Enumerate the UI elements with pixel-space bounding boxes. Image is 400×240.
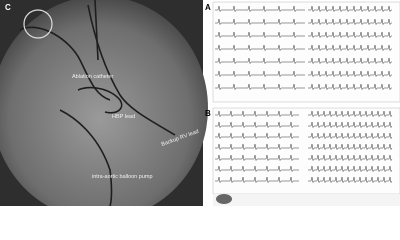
ecg-trace bbox=[308, 70, 392, 78]
ring bbox=[23, 9, 53, 39]
figure: C Ablation catheter HBP lead Backup RV l… bbox=[0, 0, 400, 206]
ecg-trace bbox=[215, 110, 299, 118]
panel-label: C bbox=[5, 3, 11, 12]
ecg-trace bbox=[308, 57, 392, 65]
ecg-trace bbox=[215, 83, 305, 91]
ecg-trace bbox=[308, 165, 393, 173]
ecg-b bbox=[212, 107, 400, 195]
lead-path bbox=[59, 109, 113, 206]
traces bbox=[215, 5, 393, 184]
logo bbox=[216, 194, 232, 204]
ecg-trace bbox=[308, 44, 392, 52]
panel-label: A bbox=[205, 3, 211, 12]
ecg-trace bbox=[215, 18, 305, 26]
ecg-trace bbox=[215, 5, 305, 13]
ecg-trace bbox=[215, 154, 299, 162]
ecg-trace bbox=[308, 31, 392, 39]
ecg-a bbox=[212, 1, 400, 103]
annotation: Ablation catheter bbox=[72, 74, 113, 80]
ecg-trace bbox=[308, 154, 393, 162]
ecg-trace bbox=[215, 44, 305, 52]
lead-path bbox=[77, 86, 123, 114]
ecg-trace bbox=[308, 110, 393, 118]
ecg-trace bbox=[215, 165, 299, 173]
lead-path bbox=[87, 4, 176, 136]
ecg-trace bbox=[308, 121, 393, 129]
ecg-trace bbox=[215, 70, 305, 78]
ecg-trace bbox=[308, 176, 393, 184]
ecg-footer bbox=[213, 194, 400, 206]
page: C Ablation catheter HBP lead Backup RV l… bbox=[0, 0, 400, 206]
lead-path bbox=[94, 0, 99, 61]
ecg-trace bbox=[308, 18, 392, 26]
annotation: intra-aortic balloon pump bbox=[92, 174, 153, 180]
ecg-trace bbox=[215, 143, 299, 151]
ecg-trace bbox=[215, 31, 305, 39]
ecg-trace bbox=[215, 132, 299, 140]
lead-path bbox=[19, 26, 111, 101]
ecg-trace bbox=[215, 121, 299, 129]
ecg-trace bbox=[308, 132, 393, 140]
ecg-trace bbox=[308, 83, 392, 91]
ecg-trace bbox=[308, 143, 393, 151]
fluoro-field bbox=[0, 0, 208, 206]
panel-label: B bbox=[205, 109, 211, 118]
ecg-trace bbox=[215, 57, 305, 65]
leads bbox=[19, 0, 176, 206]
ecg-trace bbox=[308, 5, 392, 13]
annotation: HBP lead bbox=[112, 114, 135, 120]
ecg-trace bbox=[215, 176, 299, 184]
